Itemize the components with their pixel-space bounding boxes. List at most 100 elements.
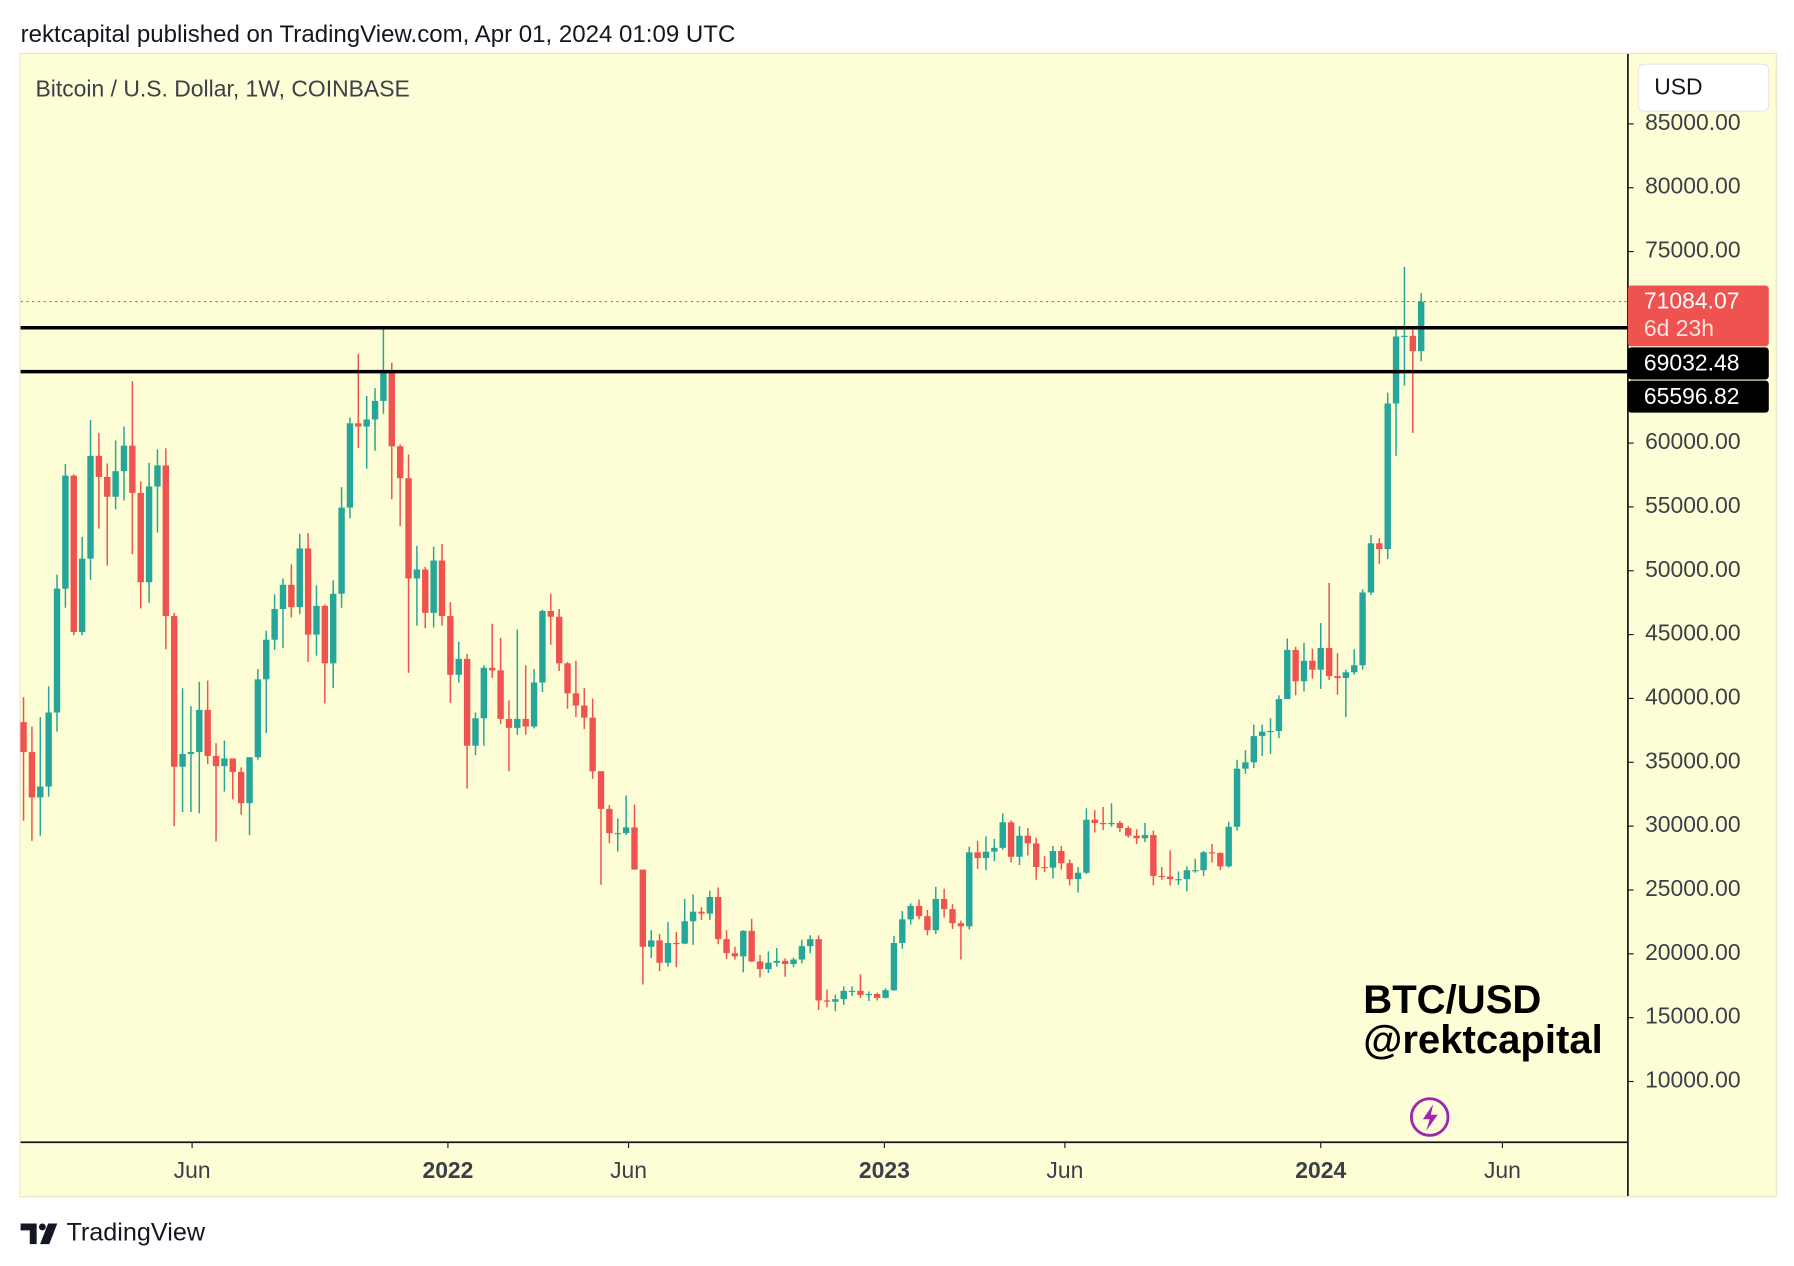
candle-body [1376, 543, 1383, 550]
candle-body [957, 923, 965, 927]
candle-body [37, 786, 44, 798]
candle-body [1225, 826, 1232, 867]
candle-body [271, 609, 278, 640]
logo-part [38, 1223, 46, 1231]
candle-body [949, 909, 956, 924]
candle-body [304, 548, 312, 635]
candle-body [514, 718, 521, 728]
candle-body [396, 446, 404, 479]
y-tick-label: 10000.00 [1645, 1067, 1741, 1093]
y-tick-label: 75000.00 [1645, 237, 1741, 263]
candle-body [1409, 335, 1417, 352]
candle-body [87, 455, 94, 559]
candle-body [882, 990, 889, 998]
candle-body [296, 548, 303, 608]
last-price-tag [1627, 285, 1769, 347]
y-tick-label: 15000.00 [1645, 1003, 1741, 1029]
candle-body [20, 722, 27, 753]
candle-body [1141, 835, 1149, 839]
candle-body [899, 919, 906, 943]
candle-body [505, 718, 513, 728]
candle-body [463, 658, 471, 746]
candle-body [731, 953, 739, 957]
candle-body [982, 851, 990, 859]
candle-body [212, 755, 220, 767]
candle-body [873, 994, 881, 998]
currency-label[interactable]: USD [1654, 73, 1702, 99]
candle-body [422, 569, 429, 613]
candle-body [915, 905, 923, 917]
candle-body [1325, 648, 1333, 677]
candle-body [1359, 592, 1366, 666]
lightning-icon[interactable] [1409, 1097, 1450, 1137]
candle-body [1367, 543, 1375, 593]
candle-body [706, 896, 714, 914]
candle-body [104, 476, 111, 497]
candle-body [740, 930, 747, 957]
level-tag [1627, 380, 1769, 413]
x-tick-label: Jun [174, 1157, 211, 1183]
candle-body [288, 584, 295, 608]
candle-body [781, 960, 789, 965]
candle-body [1401, 335, 1408, 337]
candle-body [129, 445, 136, 493]
candle-body [890, 942, 898, 991]
candle-body [865, 994, 873, 996]
candle-body [631, 827, 638, 870]
x-tick-label: 2022 [422, 1157, 473, 1183]
candle-body [999, 822, 1006, 848]
candle-body [1049, 851, 1057, 868]
candle-body [229, 758, 236, 772]
candle-body [639, 869, 647, 947]
watermark-line: BTC/USD [1363, 978, 1541, 1022]
candle-body [321, 605, 329, 664]
candle-body [363, 419, 370, 427]
candle-body [162, 465, 170, 617]
candle-body [1384, 403, 1391, 550]
candle-body [329, 593, 337, 664]
candle-body [1091, 819, 1098, 823]
chart-frame [19, 52, 1777, 1198]
candle-body [1024, 835, 1032, 844]
candle-body [62, 475, 69, 589]
candle-body [237, 771, 245, 804]
candle-body [564, 663, 571, 694]
candle-body [1099, 822, 1107, 825]
candle-body [1166, 876, 1174, 880]
candle-body [1183, 870, 1191, 880]
candle-body [807, 939, 814, 947]
candle-body [622, 827, 630, 834]
candle-body [1317, 648, 1324, 670]
candle-body [45, 712, 52, 787]
candle-body [656, 940, 663, 963]
y-tick-label: 35000.00 [1645, 747, 1741, 773]
candle-body [371, 400, 379, 420]
candle-body [187, 752, 195, 754]
candle-body [1258, 731, 1266, 737]
candle-body [974, 852, 981, 859]
candle-body [1250, 736, 1258, 763]
candle-body [547, 610, 555, 617]
candle-body [539, 610, 546, 683]
candle-body [832, 999, 839, 1002]
logo-part [40, 1223, 58, 1245]
candle-body [346, 423, 354, 508]
candle-body [112, 471, 119, 497]
level-tag [1627, 347, 1769, 380]
candle-body [95, 455, 103, 477]
candle-body [1351, 665, 1358, 673]
candle-body [204, 709, 211, 756]
candle-body [798, 946, 806, 960]
candle-body [1133, 835, 1140, 839]
candle-body [773, 960, 780, 963]
bar-countdown: 6d 23h [1644, 315, 1714, 341]
currency-button[interactable] [1637, 63, 1770, 112]
candle-body [681, 921, 688, 944]
candle-body [932, 898, 939, 931]
candle-body [714, 896, 722, 940]
candle-body [388, 372, 395, 447]
candle-body [848, 990, 856, 992]
candle-body [522, 718, 529, 727]
candle-body [1233, 768, 1241, 827]
